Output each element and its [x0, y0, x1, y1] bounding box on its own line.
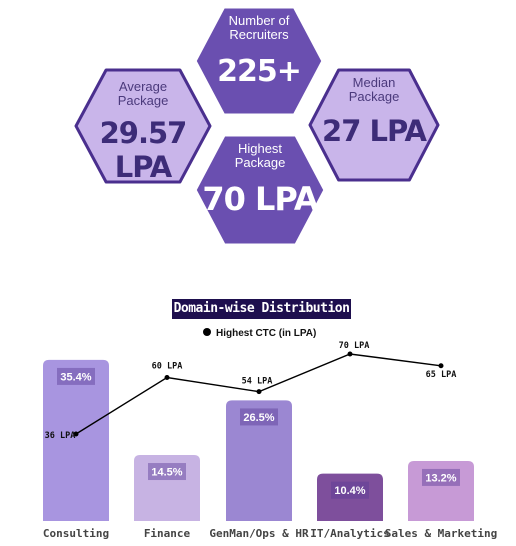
ctc-label-1: 60 LPA: [152, 362, 183, 372]
highest-value: 70 LPA: [202, 180, 318, 218]
category-label-0: Consulting: [43, 527, 109, 540]
highest-label-2: Package: [234, 155, 286, 170]
ctc-label-4: 65 LPA: [426, 370, 457, 380]
average-value: 29.57 LPA: [99, 116, 188, 184]
median-package-hexagon: Median Package 27 LPA: [306, 66, 442, 184]
bar-label-box-1: [148, 463, 186, 481]
average-package-hexagon: Average Package 29.57 LPA: [72, 66, 214, 186]
chart-title: Domain-wise Distribution: [172, 299, 351, 319]
hexagon-shape: [74, 68, 212, 184]
hexagon-shape: [191, 131, 329, 249]
legend-label: Highest CTC (in LPA): [216, 328, 317, 339]
median-label-2: Package: [348, 89, 400, 104]
recruiters-hexagon: Number of Recruiters 225+: [190, 2, 328, 120]
average-label-2: Package: [117, 93, 169, 108]
bar-2: [226, 400, 292, 521]
highest-label-1: Highest: [237, 141, 283, 156]
bar-label-box-2: [240, 408, 278, 426]
bar-label-box-3: [331, 481, 369, 499]
ctc-point-2: [256, 389, 262, 395]
category-label-1: Finance: [144, 527, 191, 540]
ctc-point-1: [164, 375, 170, 381]
average-label-1: Average: [118, 79, 168, 94]
category-label-3: IT/Analytics: [310, 527, 389, 540]
hexagon-polygon: [191, 131, 329, 249]
hexagon-shape: [191, 3, 327, 119]
stats-hexagons: Number of Recruiters 225+ Average Packag…: [0, 0, 516, 262]
recruiters-value: 225+: [217, 54, 302, 89]
bar-label-box-0: [57, 367, 95, 385]
ctc-label-2: 54 LPA: [242, 377, 273, 387]
ctc-label-3: 70 LPA: [339, 341, 370, 351]
hexagon-polygon: [308, 68, 440, 182]
bar-1: [134, 455, 200, 521]
chart-legend: Highest CTC (in LPA): [203, 327, 316, 341]
ctc-label-0: 36 LPA: [45, 431, 76, 441]
median-value: 27 LPA: [322, 114, 427, 148]
ctc-point-3: [347, 351, 353, 357]
bar-value-label-0: 35.4%: [60, 371, 91, 383]
legend-dot-icon: [203, 328, 211, 337]
hexagon-shape: [308, 68, 440, 182]
bar-value-label-3: 10.4%: [334, 485, 365, 497]
bar-4: [408, 460, 474, 521]
bar-value-label-2: 26.5%: [243, 412, 274, 424]
hexagon-polygon: [74, 68, 212, 184]
bar-3: [317, 473, 383, 521]
category-label-4: Sales & Marketing: [385, 527, 498, 540]
bar-label-box-4: [422, 468, 460, 486]
median-label-1: Median: [352, 75, 396, 90]
hexagon-polygon: [191, 3, 327, 119]
recruiters-label-2: Recruiters: [229, 27, 289, 42]
bar-value-label-4: 13.2%: [425, 472, 456, 484]
ctc-point-4: [438, 363, 444, 369]
category-label-2: GenMan/Ops & HR: [209, 527, 309, 540]
highest-package-hexagon: Highest Package 70 LPA: [190, 130, 330, 250]
recruiters-label-1: Number of: [228, 13, 290, 28]
bar-value-label-1: 14.5%: [151, 467, 182, 479]
ctc-point-0: [73, 431, 79, 437]
bar-0: [43, 359, 109, 521]
